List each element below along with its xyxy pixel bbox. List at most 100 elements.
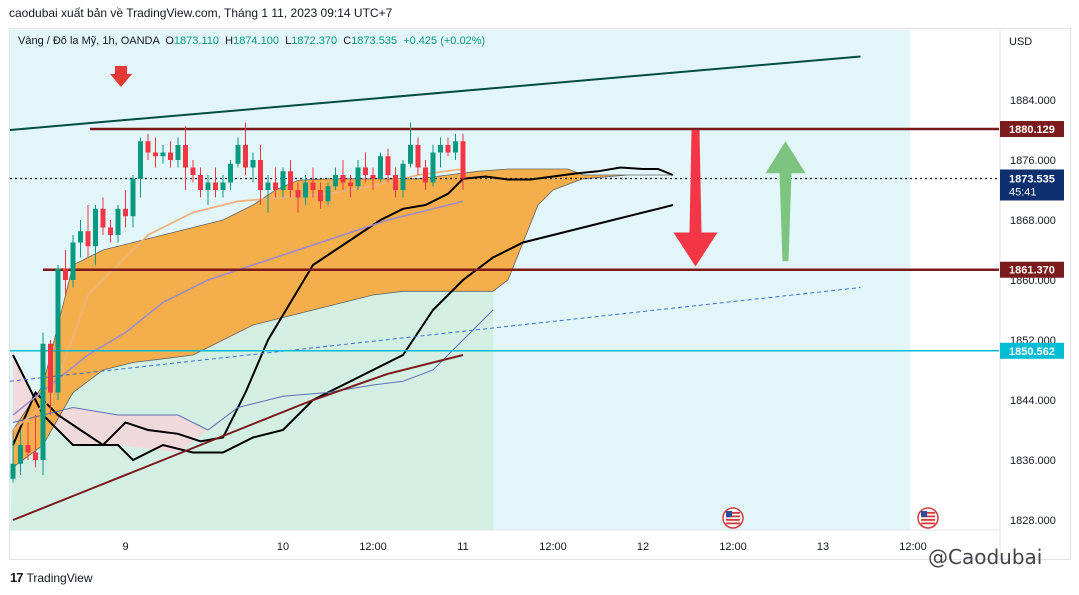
candle-body — [93, 208, 98, 247]
candle — [460, 133, 466, 190]
candle-body — [40, 343, 46, 460]
candle-body — [55, 268, 61, 393]
candle — [18, 430, 23, 475]
symbol-legend[interactable]: Vàng / Đô la Mỹ, 1h, OANDA O1873.110 H18… — [18, 35, 486, 47]
dashed-trend-line — [10, 287, 861, 382]
candle — [445, 137, 451, 157]
candle-body — [10, 463, 16, 479]
candle-body — [303, 182, 308, 198]
candle-body — [265, 182, 271, 190]
candle — [438, 137, 443, 168]
candle-body — [48, 343, 53, 393]
channel-line — [10, 55, 861, 131]
candle — [280, 167, 286, 198]
candle-body — [430, 152, 436, 183]
candle — [70, 235, 76, 288]
candle-body — [243, 145, 248, 168]
candle — [235, 137, 241, 168]
price-tag-resistance — [1000, 121, 1064, 138]
candle-body — [423, 167, 428, 183]
legend-open: 1873.110 — [173, 35, 219, 47]
candle-body — [445, 145, 451, 153]
candle — [310, 167, 316, 198]
candle — [63, 250, 68, 295]
candle-body — [400, 163, 406, 190]
candle-body — [393, 175, 398, 190]
candle — [400, 160, 406, 198]
flag-stripe — [726, 515, 740, 518]
candle-body — [175, 145, 181, 160]
x-tick-label: 13 — [817, 541, 829, 553]
lagging-line — [12, 166, 674, 447]
candle — [160, 145, 166, 164]
candle-body — [33, 452, 38, 460]
x-tick-label: 12 — [637, 541, 649, 553]
price-tag-support — [1000, 261, 1064, 278]
countdown-label: 45:41 — [1009, 186, 1037, 198]
tradingview-logo-icon: 17 — [10, 570, 24, 585]
candle — [408, 122, 413, 168]
tradingview-logo[interactable]: 17 TradingView — [10, 570, 93, 585]
lower-boundary-line — [12, 309, 494, 431]
ichimoku-cloud — [12, 168, 673, 469]
candle-body — [370, 175, 376, 179]
candle — [250, 152, 256, 183]
legend-symbol: Vàng / Đô la Mỹ, 1h, OANDA — [18, 35, 160, 47]
chart-frame[interactable] — [9, 28, 1071, 560]
candle — [258, 145, 263, 205]
chart-caption: caodubai xuất bản về TradingView.com, Th… — [9, 6, 393, 20]
y-tick-label: 1836.000 — [1010, 455, 1056, 467]
legend-low: 1872.370 — [291, 35, 338, 47]
candle-body — [273, 182, 278, 190]
candle-body — [123, 208, 128, 217]
candle-body — [145, 141, 151, 153]
candle-body — [438, 145, 443, 153]
currency-label: USD — [1009, 36, 1032, 48]
candle-body — [213, 182, 218, 190]
candle — [370, 167, 376, 190]
candle-body — [340, 175, 346, 183]
candle-body — [325, 186, 331, 202]
candle-body — [333, 175, 338, 187]
price-tag-cyan-line — [1000, 342, 1064, 359]
candle — [363, 152, 368, 183]
candle-body — [138, 141, 143, 179]
candle-body — [280, 171, 286, 190]
flag-stripe — [726, 519, 740, 521]
candle-body — [378, 156, 383, 179]
candle — [10, 441, 16, 483]
candle-body — [18, 445, 23, 464]
x-tick-label: 12:00 — [899, 541, 927, 553]
candle-body — [25, 445, 31, 453]
candle-body — [205, 182, 211, 190]
candle — [55, 265, 61, 400]
kijun-line — [12, 204, 674, 462]
current-price-tag — [1000, 169, 1064, 201]
candle — [33, 415, 38, 468]
candle — [220, 175, 226, 198]
down-arrow-icon — [673, 130, 718, 267]
x-tick-label: 9 — [122, 541, 128, 553]
y-tick-label: 1828.000 — [1010, 515, 1056, 527]
y-tick-label: 1884.000 — [1010, 95, 1056, 107]
y-tick-label: 1844.000 — [1010, 395, 1056, 407]
candle-body — [220, 182, 226, 190]
candle — [243, 122, 248, 175]
candle-body — [250, 160, 256, 168]
candle-body — [108, 227, 113, 235]
candle — [348, 175, 353, 198]
candle — [273, 167, 278, 198]
candle — [453, 133, 458, 160]
current-price-label: 1873.535 — [1009, 173, 1055, 185]
candle — [318, 182, 323, 209]
y-tick-label: 1868.000 — [1010, 215, 1056, 227]
candle — [340, 160, 346, 190]
candle — [393, 167, 398, 198]
price-tag-label: 1880.129 — [1009, 124, 1055, 136]
candle — [295, 182, 301, 213]
candle-body — [228, 163, 233, 183]
candle-body — [85, 231, 91, 247]
candle — [108, 220, 113, 243]
legend-high: 1874.100 — [233, 35, 279, 47]
